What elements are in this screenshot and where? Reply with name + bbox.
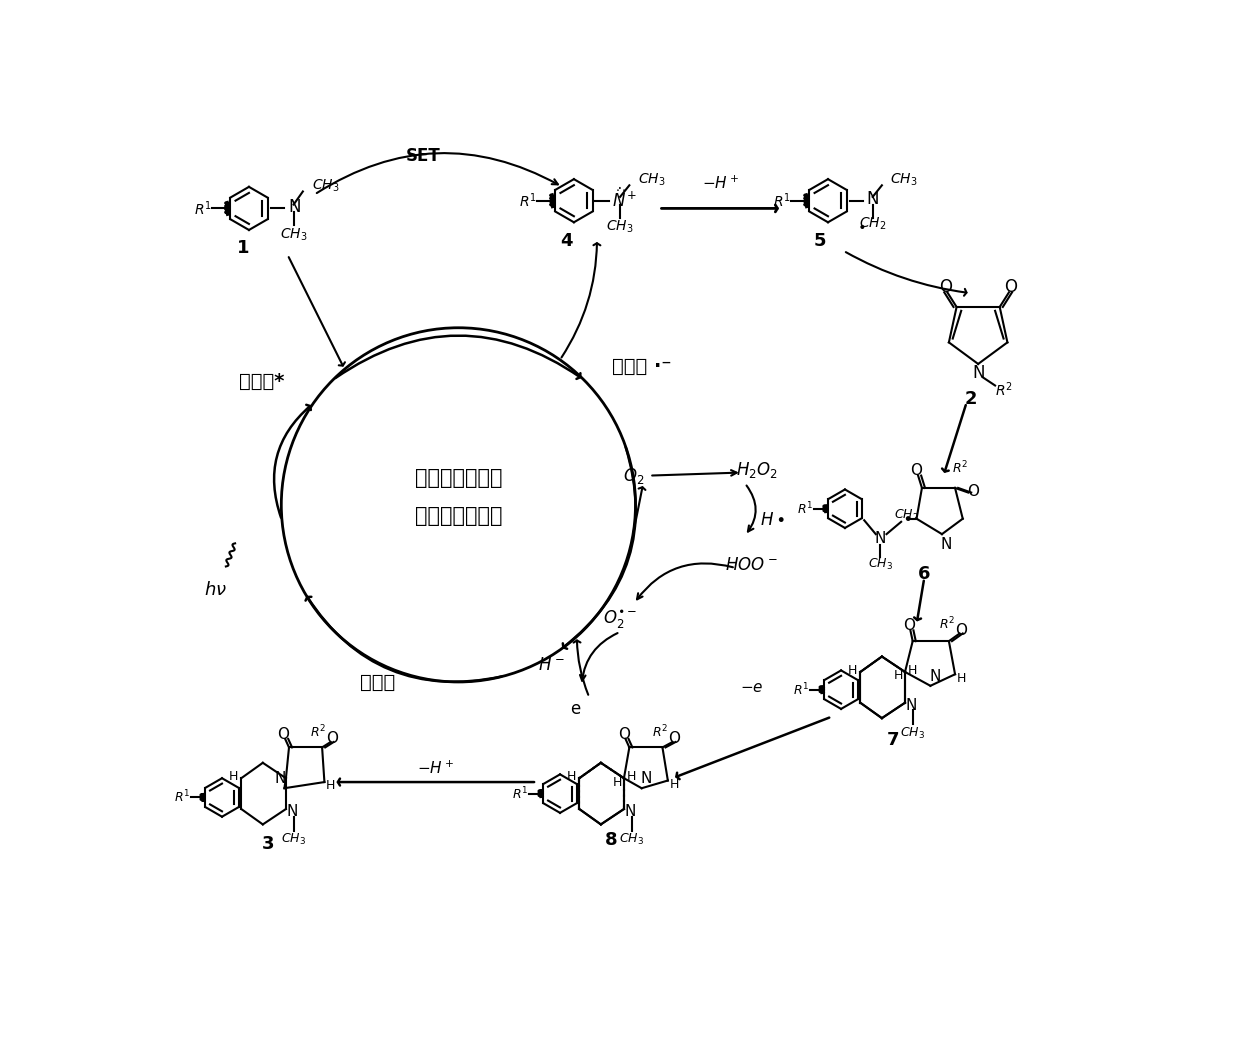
Text: $-H^+$: $-H^+$ xyxy=(417,760,454,777)
Text: N: N xyxy=(874,532,887,546)
Text: 剂的光如化循环: 剂的光如化循环 xyxy=(414,506,502,526)
Text: $\bullet$: $\bullet$ xyxy=(903,508,913,526)
Text: $R^2$: $R^2$ xyxy=(996,381,1013,400)
Text: $R^1$: $R^1$ xyxy=(174,789,190,806)
Text: $H^-$: $H^-$ xyxy=(537,656,564,674)
Text: O: O xyxy=(326,730,339,745)
Text: 5: 5 xyxy=(813,232,827,250)
Text: $H_2O_2$: $H_2O_2$ xyxy=(737,460,777,480)
Text: H: H xyxy=(627,771,636,783)
Text: e: e xyxy=(570,699,580,718)
Text: $CH_3$: $CH_3$ xyxy=(606,219,634,235)
Text: 3: 3 xyxy=(262,834,274,853)
Text: $R^2$: $R^2$ xyxy=(952,459,968,476)
Text: O: O xyxy=(668,730,680,745)
Text: N: N xyxy=(929,669,941,685)
Text: N: N xyxy=(286,804,298,819)
Text: H: H xyxy=(908,664,918,677)
Text: 7: 7 xyxy=(887,730,900,748)
Text: 叶绳素: 叶绳素 xyxy=(360,673,396,691)
Text: O: O xyxy=(903,619,915,634)
Text: $H\bullet$: $H\bullet$ xyxy=(760,511,785,529)
Text: $CH_3$: $CH_3$ xyxy=(637,172,666,188)
Text: O: O xyxy=(278,727,290,742)
Text: H: H xyxy=(229,771,238,783)
Text: $R^2$: $R^2$ xyxy=(652,724,668,740)
Text: $R^1$: $R^1$ xyxy=(773,191,791,210)
Text: H: H xyxy=(613,776,622,789)
Text: 叶绳素作为光敏: 叶绳素作为光敏 xyxy=(414,468,502,488)
Text: 8: 8 xyxy=(605,831,618,849)
Text: $CH_3$: $CH_3$ xyxy=(868,557,893,573)
Text: $h\nu$: $h\nu$ xyxy=(205,580,227,598)
Text: $R^2$: $R^2$ xyxy=(939,615,956,632)
Text: SET: SET xyxy=(405,147,440,165)
Text: H: H xyxy=(956,672,966,685)
Text: N: N xyxy=(905,697,916,712)
Text: $-e$: $-e$ xyxy=(740,680,764,695)
Text: N: N xyxy=(625,804,636,819)
Text: O: O xyxy=(618,727,630,742)
Text: $CH_3$: $CH_3$ xyxy=(619,832,644,847)
Text: $R^1$: $R^1$ xyxy=(193,199,212,218)
Text: 1: 1 xyxy=(237,239,249,257)
Text: $HOO^-$: $HOO^-$ xyxy=(724,556,777,574)
Text: O: O xyxy=(940,277,952,296)
Text: N: N xyxy=(972,365,985,383)
Text: $CH_2$: $CH_2$ xyxy=(894,508,919,523)
Text: $CH_3$: $CH_3$ xyxy=(281,832,306,847)
Text: $CH_3$: $CH_3$ xyxy=(900,726,925,741)
Text: 4: 4 xyxy=(560,232,573,250)
Text: $\bullet$: $\bullet$ xyxy=(857,218,866,233)
Text: N: N xyxy=(641,772,652,787)
Text: 6: 6 xyxy=(918,566,930,584)
Text: H: H xyxy=(670,778,678,791)
Text: H: H xyxy=(326,779,335,792)
Text: $CH_3$: $CH_3$ xyxy=(312,178,340,193)
Text: N: N xyxy=(940,538,951,553)
Text: N: N xyxy=(288,198,301,216)
Text: $\cdot\cdot$: $\cdot\cdot$ xyxy=(615,183,626,196)
Text: O: O xyxy=(955,623,967,638)
Text: 2: 2 xyxy=(965,390,977,408)
Text: $CH_3$: $CH_3$ xyxy=(890,172,918,188)
Text: $O_2$: $O_2$ xyxy=(624,466,645,486)
Text: $R^1$: $R^1$ xyxy=(792,681,810,698)
Text: $-H^+$: $-H^+$ xyxy=(702,175,739,192)
Text: $R^1$: $R^1$ xyxy=(518,191,537,210)
Text: N: N xyxy=(867,190,879,208)
Text: $CH_3$: $CH_3$ xyxy=(280,226,308,242)
Text: O: O xyxy=(910,462,923,477)
Text: $R^2$: $R^2$ xyxy=(310,724,326,740)
Text: H: H xyxy=(567,771,577,783)
Text: N: N xyxy=(274,772,285,787)
Text: $R^1$: $R^1$ xyxy=(797,501,813,517)
Text: $\dot{N}^+$: $\dot{N}^+$ xyxy=(613,187,637,210)
Text: $O_2^{\bullet-}$: $O_2^{\bullet-}$ xyxy=(603,608,637,629)
Text: 叶绳素 ·⁻: 叶绳素 ·⁻ xyxy=(613,357,672,375)
Text: H: H xyxy=(894,670,904,682)
Text: 叶绳素*: 叶绳素* xyxy=(239,372,284,391)
Text: O: O xyxy=(1004,277,1017,296)
Text: $CH_2$: $CH_2$ xyxy=(859,216,887,232)
Text: H: H xyxy=(848,664,857,677)
Text: O: O xyxy=(967,484,978,499)
Text: $R^1$: $R^1$ xyxy=(512,786,528,802)
